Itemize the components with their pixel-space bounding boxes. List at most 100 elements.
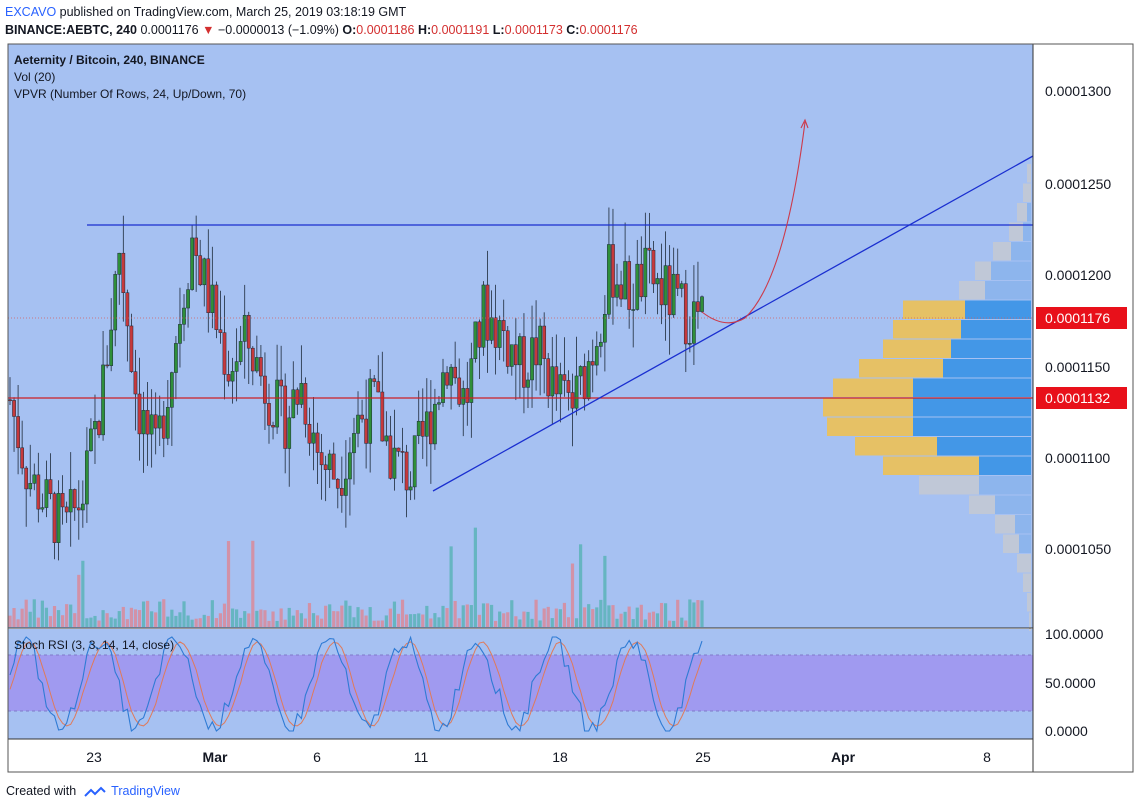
- volume-legend[interactable]: Vol (20): [14, 70, 55, 84]
- volume-bar: [36, 617, 40, 627]
- stoch-legend[interactable]: Stoch RSI (3, 3, 14, 14, close): [14, 638, 174, 652]
- volume-bar: [162, 599, 166, 627]
- time-tick: Apr: [831, 749, 856, 765]
- candle-body: [157, 415, 162, 429]
- volume-bar: [477, 614, 482, 627]
- stoch-rsi-lines: [9, 635, 703, 733]
- candle-body: [453, 366, 457, 379]
- volume-bar: [627, 606, 631, 627]
- candle-body: [226, 374, 231, 382]
- volume-profile-row: [1015, 515, 1031, 534]
- volume-bar: [538, 620, 542, 627]
- candle-body: [68, 489, 73, 513]
- price-axis[interactable]: 0.0001300 0.0001250 0.0001200 0.0001150 …: [1045, 83, 1111, 557]
- volume-bar: [356, 607, 360, 627]
- volume-bar: [583, 607, 587, 627]
- time-tick: 6: [313, 749, 321, 765]
- time-tick: 25: [695, 749, 711, 765]
- candle-body: [335, 478, 340, 489]
- volume-bar: [255, 610, 259, 627]
- candle-body: [513, 344, 518, 366]
- volume-bar: [125, 619, 129, 627]
- volume-bar: [396, 613, 401, 627]
- volume-bar: [684, 620, 688, 627]
- candle-body: [505, 330, 510, 367]
- tradingview-link[interactable]: TradingView: [111, 784, 180, 798]
- volume-bar: [453, 600, 457, 627]
- time-tick: 11: [414, 749, 429, 765]
- candle-body: [598, 341, 603, 347]
- candle-body: [493, 317, 498, 348]
- volume-bar: [372, 620, 376, 627]
- candle-body: [230, 371, 235, 382]
- ascending-trendline[interactable]: [432, 155, 1034, 492]
- candle-body: [594, 346, 599, 366]
- volume-bar: [170, 609, 174, 627]
- volume-bar: [8, 615, 12, 627]
- time-tick: 8: [983, 749, 991, 765]
- candle-body: [295, 389, 300, 405]
- time-tick: Mar: [203, 749, 228, 765]
- publish-header: EXCAVO published on TradingView.com, Mar…: [5, 3, 1125, 39]
- volume-bar: [121, 606, 125, 627]
- candle-body: [408, 486, 413, 491]
- candle-body: [534, 337, 538, 366]
- candle-body: [623, 261, 627, 300]
- volume-profile-row: [1009, 222, 1023, 241]
- candle-body: [275, 379, 279, 428]
- volume-bar: [530, 618, 534, 627]
- candle-body: [194, 237, 199, 256]
- volume-profile: [823, 164, 1031, 631]
- candle-body: [368, 378, 373, 444]
- volume-bar: [320, 618, 324, 627]
- candle-body: [538, 325, 542, 366]
- volume-bar: [542, 608, 546, 627]
- volume-profile-row: [993, 242, 1011, 261]
- candle-body: [174, 343, 178, 373]
- candle-body: [222, 332, 227, 375]
- volume-bar: [688, 599, 692, 627]
- level-price-tag: [1036, 387, 1127, 409]
- projection-arrow[interactable]: [701, 121, 806, 324]
- volume-bar: [562, 602, 567, 627]
- candle-body: [683, 283, 688, 345]
- stoch-axis[interactable]: 100.0000 50.0000 0.0000: [1045, 626, 1104, 739]
- candle-body: [56, 493, 61, 543]
- volume-bar: [668, 620, 672, 627]
- volume-bar: [166, 616, 170, 627]
- volume-bar: [591, 609, 595, 627]
- candle-body: [125, 292, 130, 327]
- candle-body: [165, 407, 170, 439]
- candle-body: [473, 321, 478, 359]
- close-label: C:: [566, 23, 580, 37]
- volume-bar: [619, 613, 623, 627]
- publisher-name[interactable]: EXCAVO: [5, 5, 57, 19]
- symbol-title[interactable]: Aeternity / Bitcoin, 240, BINANCE: [14, 53, 205, 67]
- candle-body: [554, 366, 559, 395]
- vpvr-legend[interactable]: VPVR (Number Of Rows, 24, Up/Down, 70): [14, 87, 246, 101]
- volume-bar: [186, 615, 190, 627]
- candle-body: [667, 265, 672, 316]
- candle-body: [206, 258, 211, 314]
- candle-body: [97, 421, 101, 436]
- volume-bar: [259, 609, 263, 627]
- candle-body: [562, 374, 567, 381]
- volume-bar: [198, 618, 202, 627]
- price-pane[interactable]: [8, 44, 1033, 628]
- price-tick: 0.0001200: [1045, 267, 1111, 283]
- volume-bar: [348, 605, 352, 627]
- volume-bar: [93, 615, 97, 627]
- volume-bar: [20, 608, 24, 627]
- candle-body: [631, 309, 636, 311]
- candle-body: [323, 464, 328, 470]
- volume-bar: [44, 607, 49, 627]
- time-axis[interactable]: 23 Mar 6 11 18 25 Apr 8: [86, 749, 991, 765]
- volume-profile-row: [913, 398, 1031, 417]
- candle-body: [578, 366, 583, 377]
- candle-body: [161, 415, 166, 439]
- volume-bar: [457, 618, 461, 627]
- volume-bar: [307, 603, 312, 627]
- volume-bar: [409, 614, 413, 627]
- candle-body: [441, 372, 445, 403]
